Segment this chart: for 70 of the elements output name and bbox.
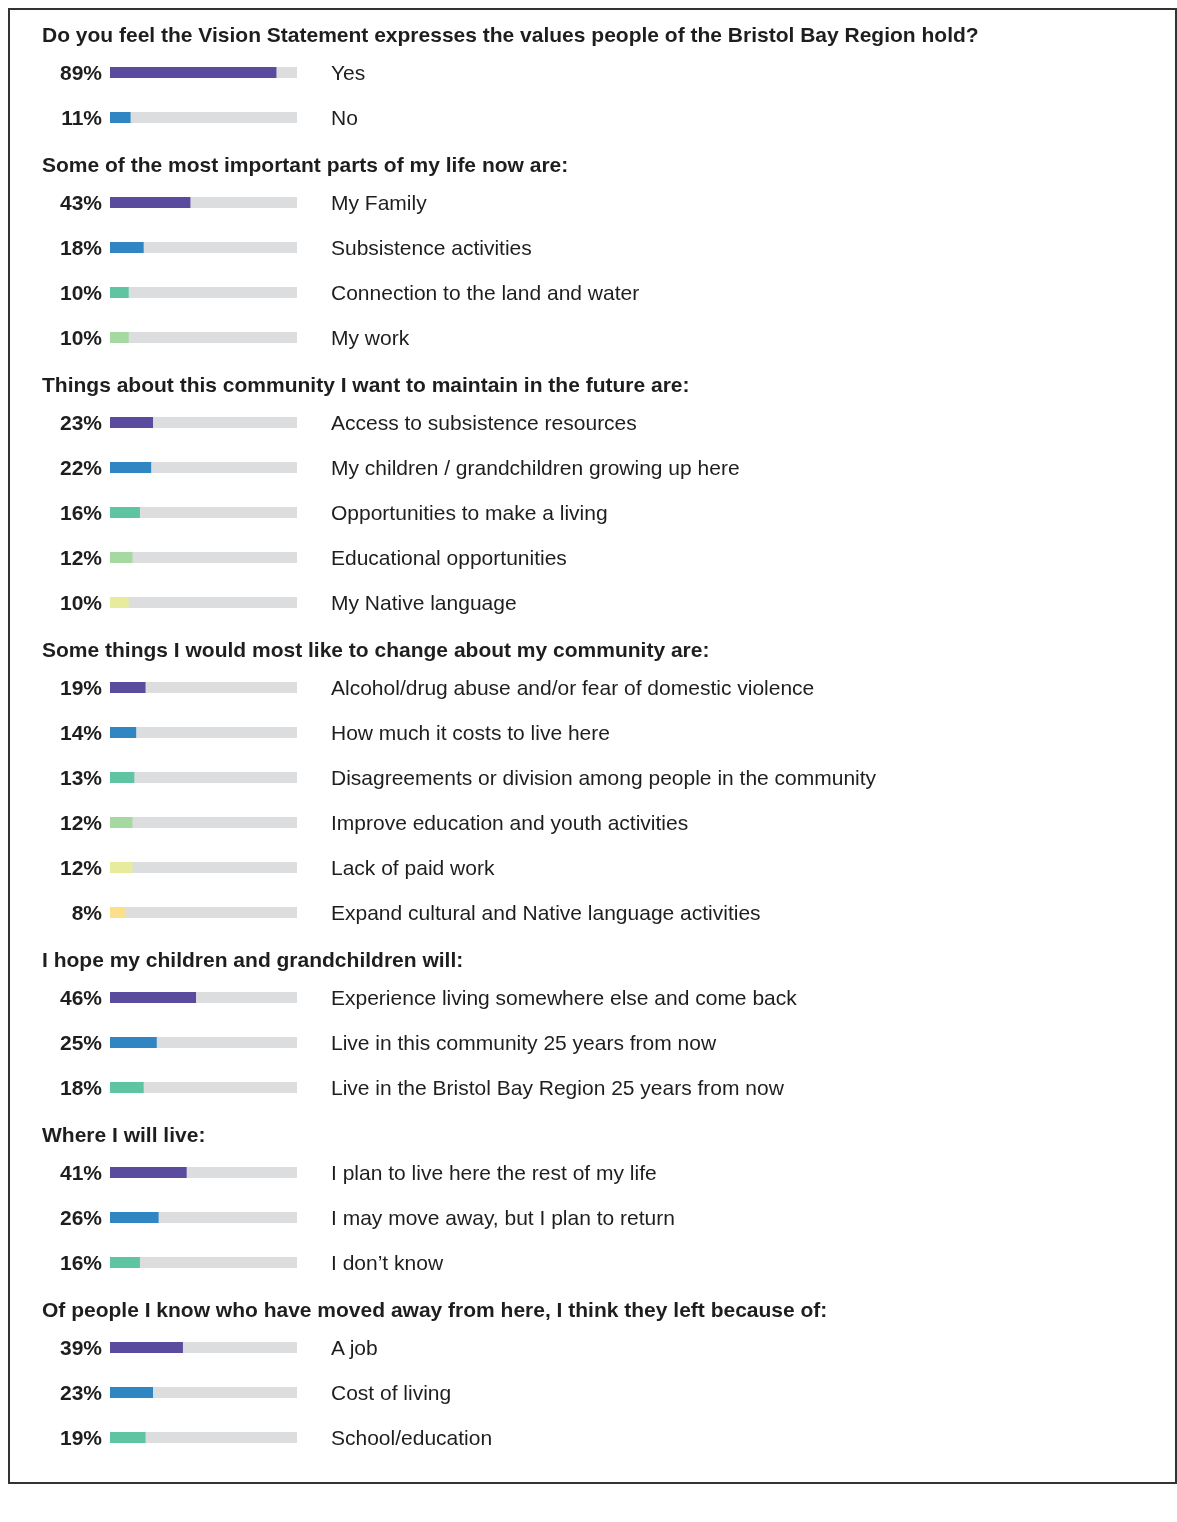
bar (110, 682, 146, 693)
data-label: 12% (59, 810, 103, 834)
data-label: 18% (59, 235, 103, 259)
y-tick-label: Experience living somewhere else and come back (331, 985, 798, 1009)
data-label: 16% (59, 500, 103, 524)
data-label: 19% (59, 1425, 103, 1449)
y-tick-label: I may move away, but I plan to return (331, 1205, 675, 1229)
data-label: 43% (59, 190, 103, 214)
y-tick-label: Alcohol/drug abuse and/or fear of domestic violence (331, 675, 815, 699)
data-label: 10% (59, 590, 103, 614)
data-label: 22% (59, 455, 103, 479)
bar (110, 552, 133, 563)
bar (110, 462, 152, 473)
data-label: 14% (59, 720, 103, 744)
data-label: 11% (61, 105, 103, 129)
y-tick-label: Improve education and youth activities (331, 810, 689, 834)
bar (110, 907, 125, 918)
data-label: 18% (59, 1075, 103, 1099)
y-tick-label: My children / grandchildren growing up here (331, 455, 740, 479)
y-tick-label: Disagreements or division among people in the community (331, 765, 877, 789)
data-label: 10% (59, 280, 103, 304)
y-tick-label: Access to subsistence resources (331, 410, 637, 434)
chart-title: Some of the most important parts of my life now are: (41, 152, 570, 178)
data-label: 46% (59, 985, 103, 1009)
y-tick-label: A job (331, 1335, 378, 1359)
y-tick-label: I don’t know (331, 1250, 444, 1274)
y-tick-label: I plan to live here the rest of my life (331, 1160, 657, 1184)
y-tick-label: Expand cultural and Native language activities (331, 900, 761, 924)
y-tick-label: How much it costs to live here (331, 720, 610, 744)
data-label: 10% (59, 325, 103, 349)
y-tick-label: Opportunities to make a living (331, 500, 608, 524)
data-label: 41% (59, 1160, 103, 1184)
y-tick-label: Live in the Bristol Bay Region 25 years from now (331, 1075, 785, 1099)
bar (110, 727, 137, 738)
text: Some things I would most like to change about my community are: (41, 637, 711, 663)
y-tick-label: My Native language (331, 590, 517, 614)
y-tick-label: No (331, 105, 358, 129)
chart-title: Where I will live: (41, 1122, 207, 1148)
data-label: 19% (59, 675, 103, 699)
bar (110, 817, 133, 828)
chart-title: I hope my children and grandchildren will: (41, 947, 465, 973)
data-label: 12% (59, 855, 103, 879)
data-label: 16% (59, 1250, 103, 1274)
data-label: 23% (59, 410, 103, 434)
data-label: 13% (59, 765, 103, 789)
bar (110, 597, 129, 608)
data-label: 26% (59, 1205, 103, 1229)
text: Of people I know who have moved away from here, I think they left because of: (41, 1297, 829, 1323)
data-label: 25% (59, 1030, 103, 1054)
y-tick-label: School/education (331, 1425, 493, 1449)
y-tick-label: Educational opportunities (331, 545, 567, 569)
y-tick-label: Subsistence activities (331, 235, 532, 259)
y-tick-label: My work (331, 325, 410, 349)
y-tick-label: Live in this community 25 years from now (331, 1030, 717, 1054)
y-tick-label: Connection to the land and water (331, 280, 640, 304)
data-label: 23% (59, 1380, 103, 1404)
data-label: 8% (71, 900, 103, 924)
bar (110, 507, 140, 518)
bar (110, 862, 133, 873)
y-tick-label: My Family (331, 190, 428, 214)
data-label: 12% (59, 545, 103, 569)
bar (110, 772, 135, 783)
text: Things about this community I want to maintain in the future are: (41, 372, 691, 398)
data-label: 89% (59, 60, 103, 84)
y-tick-label: Yes (331, 60, 366, 84)
y-tick-label: Cost of living (331, 1380, 452, 1404)
bar (110, 417, 154, 428)
text: Do you feel the Vision Statement expresses the values people of the Bristol Bay Region hold? (41, 22, 980, 48)
y-tick-label: Lack of paid work (331, 855, 495, 879)
data-label: 39% (59, 1335, 103, 1359)
